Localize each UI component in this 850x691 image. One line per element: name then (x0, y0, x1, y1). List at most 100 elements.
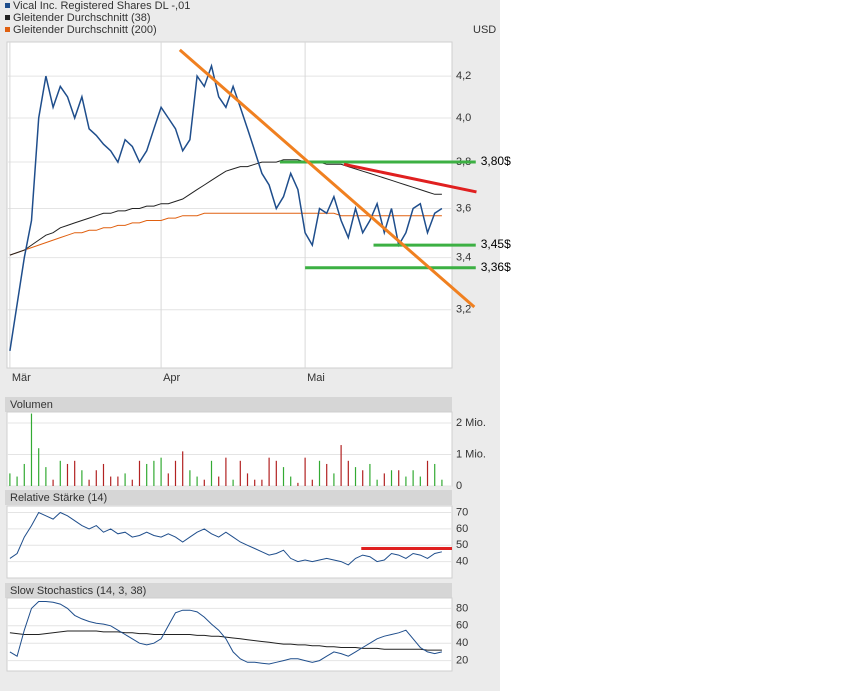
level-label: 3,36$ (481, 260, 511, 274)
volume-bar (261, 479, 263, 486)
plot-area (6, 411, 453, 487)
plot-area (6, 41, 453, 369)
volume-bar (210, 460, 213, 486)
y-tick-label: 4,0 (456, 112, 471, 124)
volume-bar (297, 482, 299, 486)
volume-bar (189, 470, 191, 486)
x-tick-label: Mär (12, 372, 31, 384)
legend-swatch (5, 27, 10, 32)
volume-bar (441, 479, 443, 486)
volume-bar (182, 451, 184, 486)
level-label: 3,80$ (481, 154, 511, 168)
y-tick-label: 20 (456, 654, 468, 666)
trend-line (343, 162, 477, 194)
volume-bar (333, 473, 335, 486)
x-tick-label: Apr (163, 372, 180, 384)
panel-header (5, 583, 452, 598)
volume-bar (138, 460, 141, 486)
volume-bar (117, 476, 119, 486)
volume-bar (376, 479, 378, 486)
volume-bar (160, 457, 162, 486)
volume-bar (232, 479, 234, 486)
volume-bar (419, 476, 421, 486)
y-tick-label: 3,4 (456, 252, 471, 264)
panel-title: Relative Stärke (14) (10, 492, 107, 504)
volume-bar (311, 479, 313, 486)
y-tick-label: 0 (456, 480, 462, 492)
volume-bar (239, 460, 241, 486)
volume-bar (282, 467, 285, 486)
volume-bar (340, 445, 342, 486)
volume-bar (354, 467, 357, 486)
volume-bar (304, 457, 306, 486)
volume-bar (95, 470, 97, 486)
y-tick-label: 4,2 (456, 70, 471, 82)
volume-bar (246, 473, 249, 486)
volume-bar (398, 470, 400, 486)
panel-title: Volumen (10, 399, 53, 411)
legend-label: Vical Inc. Registered Shares DL -,01 (13, 0, 190, 12)
volume-bar (45, 467, 47, 486)
legend-label: Gleitender Durchschnitt (38) (13, 12, 151, 24)
series-line (9, 630, 442, 651)
volume-bar (383, 473, 385, 486)
volume-bar (102, 463, 105, 486)
volume-bar (218, 476, 220, 486)
volume-bar (390, 470, 393, 486)
series-line (9, 511, 443, 566)
volume-bar (426, 460, 429, 486)
panel-header (5, 490, 452, 505)
y-tick-label: 40 (456, 637, 468, 649)
volume-bar (275, 460, 277, 486)
volume-bar (88, 479, 90, 486)
volume-bar (131, 479, 133, 486)
volume-bar (318, 460, 321, 486)
volume-bar (81, 470, 83, 486)
volume-bar (347, 460, 349, 486)
volume-bar (362, 470, 364, 486)
unit-label: USD (473, 24, 496, 36)
y-tick-label: 40 (456, 556, 468, 568)
volume-bar (9, 473, 11, 486)
plot-area (6, 505, 453, 579)
y-tick-label: 2 Mio. (456, 417, 486, 429)
y-tick-label: 50 (456, 539, 468, 551)
legend-swatch (5, 3, 10, 8)
volume-bar (203, 479, 205, 486)
y-tick-label: 60 (456, 620, 468, 632)
y-tick-label: 60 (456, 523, 468, 535)
volume-bar (52, 479, 54, 486)
y-tick-label: 1 Mio. (456, 448, 486, 460)
volume-bar (38, 448, 40, 486)
volume-bar (66, 463, 69, 486)
legend-swatch (5, 15, 10, 20)
volume-bar (405, 476, 407, 486)
volume-bar (110, 476, 112, 486)
y-tick-label: 3,2 (456, 304, 471, 316)
volume-bar (290, 476, 292, 486)
volume-bar (59, 460, 61, 486)
volume-bar (124, 473, 126, 486)
volume-bar (254, 479, 256, 486)
legend-label: Gleitender Durchschnitt (200) (13, 24, 157, 36)
series-line (9, 601, 443, 665)
plot-area (6, 597, 453, 672)
volume-bar (30, 413, 33, 486)
series-line (9, 63, 443, 352)
y-tick-label: 70 (456, 506, 468, 518)
volume-bar (412, 470, 414, 486)
panel-title: Slow Stochastics (14, 3, 38) (10, 585, 146, 597)
y-tick-label: 3,6 (456, 202, 471, 214)
volume-bar (167, 473, 169, 486)
panel-header (5, 397, 452, 412)
volume-bar (16, 476, 18, 486)
series-line (9, 159, 442, 256)
volume-bar (23, 463, 25, 486)
volume-bar (153, 460, 155, 486)
volume-bar (434, 463, 436, 486)
level-label: 3,45$ (481, 237, 511, 251)
y-tick-label: 80 (456, 602, 468, 614)
volume-bar (196, 476, 198, 486)
